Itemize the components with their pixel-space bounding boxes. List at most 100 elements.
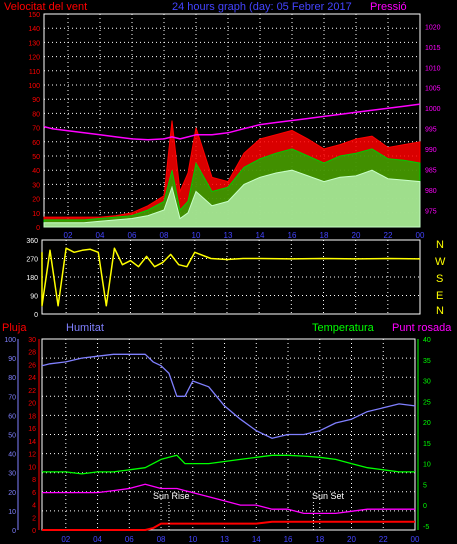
- humidity-y-tick: 70: [8, 394, 16, 401]
- humidity-y-tick: 0: [12, 528, 16, 535]
- wind-y-tick: 30: [32, 182, 40, 189]
- climate-panel-x-tick: 04: [93, 535, 102, 544]
- climate-panel-x-tick: 20: [347, 535, 356, 544]
- rain-y-tick: 16: [28, 426, 36, 433]
- humidity-y-tick: 40: [8, 452, 16, 459]
- wind-panel-x-tick: 22: [384, 231, 393, 240]
- wind-panel-x-tick: 06: [128, 231, 137, 240]
- climate-panel-x-tick: 18: [315, 535, 324, 544]
- wind-panel-x-tick: 18: [320, 231, 329, 240]
- wind-y-tick: 90: [32, 97, 40, 104]
- series-temperature-line: [42, 454, 415, 475]
- pressure-y-tick: 1005: [425, 86, 441, 93]
- climate-panel-x-tick: 02: [61, 535, 70, 544]
- wind-y-tick: 130: [28, 40, 40, 47]
- rain-y-tick: 0: [32, 528, 36, 535]
- pressure-y-tick: 985: [425, 168, 437, 175]
- chart-title: 24 hours graph (day: 05 Febrer 2017: [172, 1, 352, 13]
- pressure-y-tick: 1015: [425, 45, 441, 52]
- temperature-y-tick: 10: [423, 462, 431, 469]
- climate-panel-x-tick: 06: [125, 535, 134, 544]
- wind-panel-x-tick: 14: [256, 231, 265, 240]
- humidity-y-tick: 10: [8, 509, 16, 516]
- wind-speed-title: Velocitat del vent: [4, 1, 87, 13]
- wind-y-tick: 40: [32, 168, 40, 175]
- temperature-y-tick: 25: [423, 399, 431, 406]
- wind-panel-x-tick: 20: [352, 231, 361, 240]
- pressure-y-tick: 1010: [425, 65, 441, 72]
- humidity-y-tick: 30: [8, 471, 16, 478]
- temperature-y-tick: 40: [423, 337, 431, 344]
- humidity-y-tick: 60: [8, 413, 16, 420]
- series-pressure-line: [43, 103, 421, 141]
- rain-y-tick: 4: [32, 503, 36, 510]
- pressure-y-tick: 1020: [425, 24, 441, 31]
- rain-title: Pluja: [2, 322, 27, 334]
- series-dewpoint-line: [42, 483, 415, 515]
- temperature-title: Temperatura: [312, 322, 375, 334]
- humidity-y-tick: 100: [4, 337, 16, 344]
- temperature-y-tick: 0: [423, 503, 427, 510]
- climate-panel-x-tick: 16: [284, 535, 293, 544]
- wind-y-tick: 80: [32, 111, 40, 118]
- direction-y-tick: 0: [34, 312, 38, 319]
- rain-y-tick: 20: [28, 401, 36, 408]
- temperature-y-tick: 30: [423, 379, 431, 386]
- pressure-y-tick: 1000: [425, 106, 441, 113]
- wind-panel-x-tick: 02: [64, 231, 73, 240]
- wind-y-tick: 110: [29, 69, 40, 76]
- pressure-y-tick: 990: [425, 147, 437, 154]
- climate-panel-x-tick: 00: [411, 535, 420, 544]
- humidity-y-tick: 90: [8, 356, 16, 363]
- rain-y-tick: 6: [32, 490, 36, 497]
- wind-panel-x-tick: 04: [96, 231, 105, 240]
- rain-y-tick: 14: [28, 439, 36, 446]
- direction-y-tick: 270: [26, 257, 38, 264]
- climate-panel-x-tick: 08: [157, 535, 166, 544]
- rain-y-tick: 26: [28, 362, 36, 369]
- wind-y-tick: 50: [32, 154, 40, 161]
- wind-y-tick: 150: [28, 12, 40, 19]
- rain-y-tick: 24: [28, 375, 36, 382]
- series-rain-line: [42, 520, 415, 531]
- humidity-title: Humitat: [66, 322, 104, 334]
- direction-y-tick: 360: [26, 238, 38, 245]
- pressure-y-tick: 995: [425, 127, 437, 134]
- climate-panel-x-tick: 22: [379, 535, 388, 544]
- rain-y-tick: 12: [28, 452, 36, 459]
- rain-y-tick: 10: [28, 464, 36, 471]
- pressure-y-tick: 975: [425, 209, 437, 216]
- climate-panel-x-tick: 14: [252, 535, 261, 544]
- temperature-y-tick: 35: [423, 358, 431, 365]
- temperature-y-tick: 15: [423, 441, 431, 448]
- temperature-y-tick: 20: [423, 420, 431, 427]
- series-direction-line: [41, 247, 421, 307]
- wind-y-tick: 140: [28, 26, 40, 33]
- direction-label-e: E: [436, 290, 443, 302]
- humidity-y-tick: 80: [8, 375, 16, 382]
- dewpoint-title: Punt rosada: [392, 322, 452, 334]
- climate-panel-x-tick: 13: [220, 535, 229, 544]
- direction-y-tick: 180: [26, 275, 38, 282]
- wind-y-tick: 70: [32, 126, 40, 133]
- series-humidity-line: [41, 353, 416, 439]
- wind-panel-x-tick: 13: [224, 231, 233, 240]
- humidity-y-tick: 20: [8, 490, 16, 497]
- wind-y-tick: 10: [32, 211, 40, 218]
- wind-y-tick: 100: [28, 83, 40, 90]
- wind-panel-x-tick: 00: [416, 231, 425, 240]
- rain-y-tick: 28: [28, 350, 36, 357]
- rain-y-tick: 2: [32, 515, 36, 522]
- wind-panel-x-tick: 16: [288, 231, 297, 240]
- climate-panel-x-tick: 10: [188, 535, 197, 544]
- wind-panel-x-tick: 08: [160, 231, 169, 240]
- temperature-y-tick: 5: [423, 482, 427, 489]
- sunrise-label: Sun Rise: [153, 491, 190, 501]
- rain-y-tick: 30: [28, 337, 36, 344]
- wind-y-tick: 0: [36, 225, 40, 232]
- direction-label-n-top: N: [436, 239, 444, 251]
- wind-panel-x-tick: 10: [192, 231, 201, 240]
- direction-label-s: S: [436, 273, 443, 285]
